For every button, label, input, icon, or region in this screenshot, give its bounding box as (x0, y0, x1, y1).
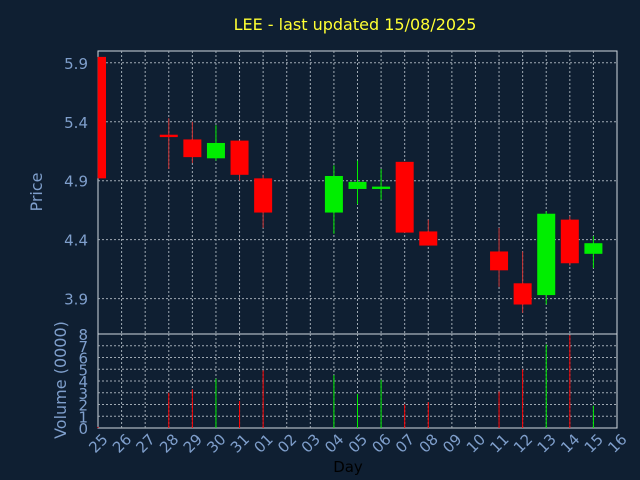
volume-tick-label: 2 (78, 397, 88, 415)
x-tick-label: 30 (203, 430, 229, 456)
candle-body (324, 175, 343, 213)
candle-body (513, 283, 532, 305)
candle-body (254, 178, 273, 213)
candle-body (348, 181, 367, 189)
x-axis: 2526272829303101020304050607080910111213… (85, 430, 630, 456)
candle-body (98, 56, 106, 179)
candle-body (372, 186, 391, 189)
x-tick-label: 01 (250, 430, 276, 456)
x-tick-label: 04 (321, 430, 347, 456)
candle-body (230, 140, 249, 175)
price-tick-label: 4.9 (64, 173, 88, 191)
x-tick-label: 16 (604, 430, 630, 456)
volume-tick-label: 7 (78, 338, 88, 356)
candle-body (206, 142, 225, 159)
candle-body (584, 243, 603, 254)
price-tick-label: 5.4 (64, 114, 88, 132)
x-tick-label: 11 (486, 430, 512, 456)
candle-body (395, 161, 414, 233)
price-tick-label: 3.9 (64, 291, 88, 309)
price-panel: 3.9 4.4 4.9 5.4 5.9 (64, 50, 618, 335)
volume-tick-label: 8 (78, 326, 88, 344)
candle-body (159, 134, 178, 138)
volume-tick-label: 5 (78, 361, 88, 379)
x-tick-label: 07 (392, 430, 418, 456)
candle-body (537, 213, 556, 296)
x-tick-label: 12 (510, 430, 536, 456)
price-tick-label: 5.9 (64, 55, 88, 73)
x-tick-label: 13 (534, 430, 560, 456)
volume-tick-label: 6 (78, 350, 88, 368)
x-tick-label: 29 (180, 430, 206, 456)
volume-tick-label: 3 (78, 385, 88, 403)
x-tick-label: 25 (85, 430, 111, 456)
x-tick-label: 06 (368, 430, 394, 456)
x-axis-label: Day (333, 458, 363, 476)
price-tick-label: 4.4 (64, 232, 88, 250)
x-tick-label: 08 (416, 430, 442, 456)
volume-axis-label: Volume (0000) (51, 321, 70, 439)
x-tick-label: 10 (463, 430, 489, 456)
chart-title: LEE - last updated 15/08/2025 (234, 15, 477, 34)
x-tick-label: 09 (439, 430, 465, 456)
x-tick-label: 27 (133, 430, 159, 456)
x-tick-label: 28 (156, 430, 182, 456)
volume-tick-label: 0 (78, 420, 88, 438)
x-tick-label: 14 (557, 430, 583, 456)
x-tick-label: 31 (227, 430, 253, 456)
price-axis-label: Price (27, 172, 46, 211)
x-tick-label: 15 (581, 430, 607, 456)
x-tick-label: 26 (109, 430, 135, 456)
candle-body (183, 139, 202, 158)
x-tick-label: 03 (298, 430, 324, 456)
x-tick-label: 02 (274, 430, 300, 456)
candle-body (560, 219, 579, 264)
candle-body (490, 251, 509, 271)
volume-tick-label: 4 (78, 373, 88, 391)
candle-body (419, 231, 438, 246)
x-tick-label: 05 (345, 430, 371, 456)
volume-tick-label: 1 (78, 408, 88, 426)
